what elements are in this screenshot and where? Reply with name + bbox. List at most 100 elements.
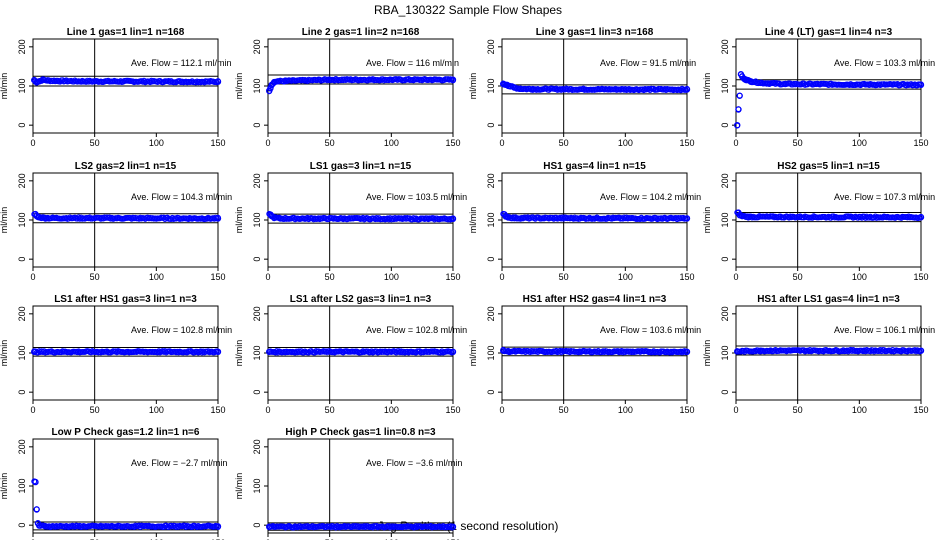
panel-6-ave-flow-label: Ave. Flow = 103.5 ml/min — [366, 192, 467, 202]
panel-9-points — [31, 348, 222, 356]
panel-11-title: HS1 after HS2 gas=4 lin=1 n=3 — [523, 294, 667, 305]
panel-2-title: Line 2 gas=1 lin=2 n=168 — [302, 27, 420, 38]
panel-8-point — [745, 213, 752, 221]
panel-12-y-tick-label: 0 — [720, 390, 730, 395]
panel-1-x-tick-label: 50 — [90, 138, 100, 148]
panel-5-title: LS2 gas=2 lin=1 n=15 — [75, 161, 177, 172]
panel-12-point — [757, 347, 764, 354]
panel-1-x-tick-label: 100 — [149, 138, 164, 148]
panel-14-y-tick-label: 200 — [252, 439, 262, 454]
panel-13-point — [33, 506, 40, 513]
panel-2-y-axis-label: ml/min — [234, 73, 244, 100]
panel-11-ave-flow-label: Ave. Flow = 103.6 ml/min — [600, 325, 701, 335]
panel-5-point — [211, 215, 218, 222]
panel-8: HS2 gas=5 lin=1 n=15 ml/min 0 50 100 150 0 100 2… — [702, 161, 935, 282]
panel-3-point — [683, 86, 691, 93]
panel-13-point — [35, 522, 43, 529]
panel-3-ave-flow-label: Ave. Flow = 91.5 ml/min — [600, 58, 696, 68]
panel-10-y-axis-label: ml/min — [234, 340, 244, 367]
panel-3-y-tick-label: 0 — [486, 123, 496, 128]
panel-3-point — [511, 84, 518, 91]
panel-4-x-tick-label: 50 — [793, 138, 803, 148]
panel-13-title: Low P Check gas=1.2 lin=1 n=6 — [52, 427, 200, 438]
panel-12-title: HS1 after LS1 gas=4 lin=1 n=3 — [757, 294, 900, 305]
panel-12-y-tick-label: 100 — [720, 345, 730, 360]
panel-2: Line 2 gas=1 lin=2 n=168 ml/min 0 50 100 150 0… — [234, 27, 461, 148]
panel-9-title: LS1 after HS1 gas=3 lin=1 n=3 — [54, 294, 197, 305]
panel-12-x-tick-label: 50 — [793, 405, 803, 415]
panel-10-x-tick-label: 50 — [325, 405, 335, 415]
panel-4-y-tick-label: 0 — [720, 123, 730, 128]
panel-3-x-tick-label: 100 — [618, 138, 633, 148]
panel-13-y-tick-label: 0 — [17, 523, 27, 528]
panel-2-point — [270, 78, 278, 86]
panel-11-y-tick-label: 200 — [486, 306, 496, 321]
panel-10: LS1 after LS2 gas=3 lin=1 n=3 ml/min 0 50 10… — [234, 294, 467, 415]
panel-14-point — [449, 523, 457, 530]
panel-8-point — [738, 212, 746, 220]
panel-7-point — [511, 214, 518, 222]
panel-4-point — [757, 79, 764, 87]
panel-1-x-tick-label: 150 — [210, 138, 225, 148]
figure-title: RBA_130322 Sample Flow Shapes — [374, 3, 562, 17]
panel-6-x-tick-label: 100 — [384, 272, 399, 282]
panel-2-point — [326, 76, 333, 83]
panel-11-points — [500, 346, 691, 356]
panel-4-y-tick-label: 200 — [720, 39, 730, 54]
panel-2-point — [301, 77, 309, 84]
panel-12-point — [734, 348, 741, 355]
panel-5-ave-flow-label: Ave. Flow = 104.3 ml/min — [131, 192, 232, 202]
panel-11-x-tick-label: 50 — [559, 405, 569, 415]
panel-11-y-tick-label: 0 — [486, 390, 496, 395]
panel-9-point — [214, 348, 222, 356]
panel-9-x-tick-label: 150 — [210, 405, 225, 415]
panel-7-points — [500, 210, 691, 223]
panel-5-x-tick-label: 50 — [90, 272, 100, 282]
panel-10-point — [266, 348, 273, 356]
panel-9-y-tick-label: 0 — [17, 390, 27, 395]
panel-8-y-tick-label: 100 — [720, 212, 730, 227]
panel-8-y-axis-label: ml/min — [702, 207, 712, 234]
panel-2-y-tick-label: 0 — [252, 123, 262, 128]
panel-2-point — [449, 76, 457, 83]
panel-7-y-axis-label: ml/min — [468, 207, 478, 234]
panel-4-point — [782, 80, 789, 88]
panel-4-x-tick-label: 150 — [913, 138, 928, 148]
panel-2-y-tick-label: 200 — [252, 39, 262, 54]
panel-1-point — [54, 77, 61, 85]
panel-12: HS1 after LS1 gas=4 lin=1 n=3 ml/min 0 50 10… — [702, 294, 935, 415]
panel-13-y-axis-label: ml/min — [0, 473, 9, 500]
panel-1-point — [35, 78, 43, 85]
panel-13-points — [31, 478, 222, 531]
panel-10-y-tick-label: 0 — [252, 390, 262, 395]
panel-13-point — [32, 478, 39, 486]
panel-6-point — [449, 215, 457, 223]
panel-3-x-tick-label: 150 — [679, 138, 694, 148]
panel-4-ave-flow-label: Ave. Flow = 103.3 ml/min — [834, 58, 935, 68]
panel-8-x-tick-label: 50 — [793, 272, 803, 282]
panel-5-point — [214, 215, 222, 222]
panel-2-point — [267, 84, 274, 92]
panel-3-x-tick-label: 0 — [499, 138, 504, 148]
panel-13-point — [42, 523, 49, 530]
panel-4-x-tick-label: 100 — [852, 138, 867, 148]
panel-9-y-tick-label: 200 — [17, 306, 27, 321]
panel-9-y-tick-label: 100 — [17, 345, 27, 360]
panel-14-y-tick-label: 0 — [252, 523, 262, 528]
panel-5-point — [42, 214, 49, 222]
panel-6-title: LS1 gas=3 lin=1 n=15 — [310, 161, 412, 172]
panel-7-y-tick-label: 200 — [486, 173, 496, 188]
panel-12-point — [917, 347, 925, 354]
panel-11-y-axis-label: ml/min — [468, 340, 478, 367]
panel-8-ave-flow-label: Ave. Flow = 107.3 ml/min — [834, 192, 935, 202]
panel-2-ave-flow-label: Ave. Flow = 116 ml/min — [366, 58, 459, 68]
panel-11-x-tick-label: 0 — [499, 405, 504, 415]
panel-1-y-tick-label: 200 — [17, 39, 27, 54]
panel-1-point — [79, 78, 86, 85]
panel-7-x-tick-label: 150 — [679, 272, 694, 282]
panel-11-point — [683, 348, 691, 356]
panel-1-point — [44, 77, 52, 84]
panel-6-point — [267, 211, 274, 218]
panel-5-y-tick-label: 0 — [17, 257, 27, 262]
panel-6-points — [266, 210, 457, 223]
